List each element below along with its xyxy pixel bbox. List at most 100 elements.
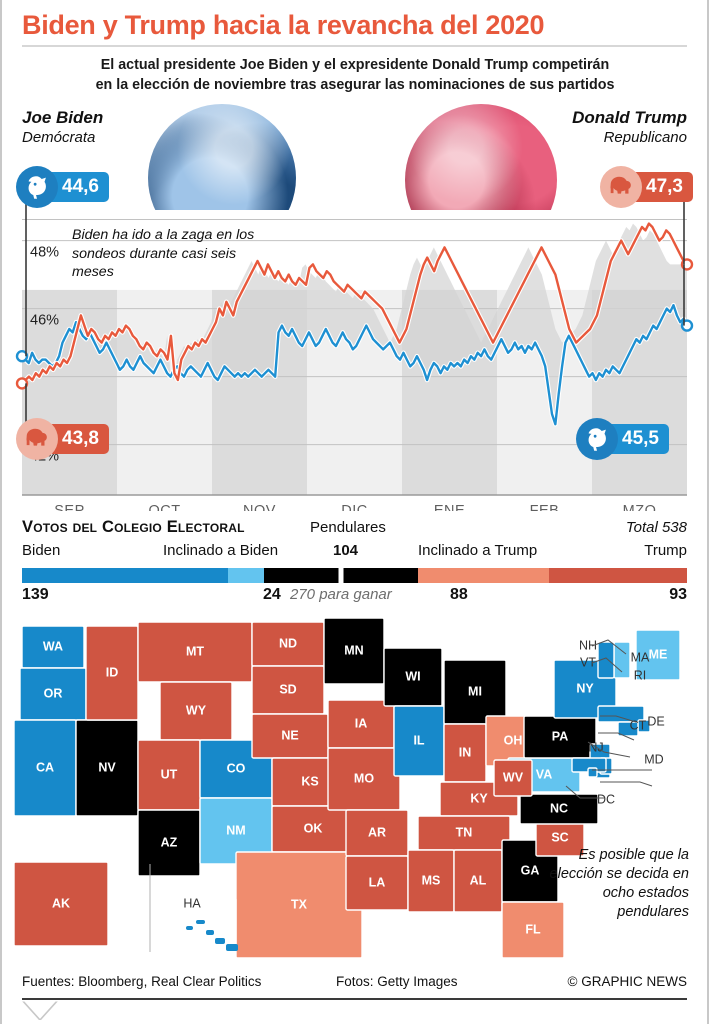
subtitle-line-1: El actual presidente Joe Biden y el expr… <box>100 57 610 73</box>
map-state-label-pa: PA <box>552 729 568 743</box>
svg-text:48%: 48% <box>30 245 59 261</box>
candidate-biden: Joe Biden Demócrata <box>22 108 103 147</box>
trump-start-value-badge: 43,8 <box>16 418 109 460</box>
footer-copyright: © GRAPHIC NEWS <box>567 974 687 989</box>
map-state-label-mi: MI <box>468 684 482 698</box>
electoral-college-title: Votos del Colegio Electoral <box>22 518 245 536</box>
map-state-label-wy: WY <box>186 703 207 717</box>
votes-to-win-note: 270 para ganar <box>290 586 392 603</box>
biden-start-value-badge: 44,6 <box>16 166 109 208</box>
map-state-label-al: AL <box>470 873 487 887</box>
map-leader-lines <box>565 639 653 799</box>
map-state-wv[interactable] <box>493 759 533 797</box>
map-hawaii-island <box>206 930 214 935</box>
electoral-vote-bar <box>22 568 687 583</box>
map-state-callout-vt: VT <box>580 655 596 669</box>
svg-text:SEP: SEP <box>54 503 85 511</box>
map-state-callout-de: DE <box>647 714 664 728</box>
svg-text:46%: 46% <box>30 313 59 329</box>
svg-text:DIC: DIC <box>341 503 367 511</box>
donkey-icon <box>16 166 58 208</box>
map-state-label-tn: TN <box>456 825 473 839</box>
candidate-trump-party: Republicano <box>603 129 687 146</box>
map-state-ha[interactable] <box>175 897 237 947</box>
footer: Fuentes: Bloomberg, Real Clear Politics … <box>0 968 709 1008</box>
header-divider <box>22 45 687 47</box>
elephant-icon <box>16 418 58 460</box>
trump-column-label: Trump <box>644 542 687 559</box>
footer-divider <box>22 998 687 1000</box>
svg-text:OCT: OCT <box>148 503 180 511</box>
map-state-label-ne: NE <box>281 728 298 742</box>
biden-electoral-value: 139 <box>22 586 49 603</box>
map-state-label-sd: SD <box>279 682 296 696</box>
map-state-label-ms: MS <box>422 873 441 887</box>
map-state-callout-ha: HA <box>183 896 201 910</box>
map-state-label-ok: OK <box>304 821 323 835</box>
elephant-icon <box>600 166 642 208</box>
map-state-label-tx: TX <box>291 897 308 911</box>
donkey-icon <box>576 418 618 460</box>
svg-text:MZO: MZO <box>623 503 657 511</box>
map-state-label-nm: NM <box>226 823 245 837</box>
map-state-label-id: ID <box>106 665 119 679</box>
biden-end-value: 45,5 <box>622 428 659 449</box>
candidate-trump: Donald Trump Republicano <box>572 108 687 147</box>
map-state-vt[interactable] <box>597 641 615 679</box>
swing-states-value: 104 <box>333 542 359 559</box>
map-state-label-ga: GA <box>521 863 540 877</box>
map-state-label-wi: WI <box>405 669 420 683</box>
total-electoral-votes-label: Total 538 <box>625 519 687 536</box>
map-state-nh[interactable] <box>613 641 631 679</box>
map-state-label-mo: MO <box>354 771 374 785</box>
map-hawaii-island <box>196 920 205 924</box>
trump-start-value: 43,8 <box>62 428 99 449</box>
map-state-label-nd: ND <box>279 636 297 650</box>
lean-biden-electoral-value: 24 <box>263 586 281 603</box>
biden-column-label: Biden <box>22 542 61 559</box>
svg-text:ENE: ENE <box>434 503 465 511</box>
map-state-nc[interactable] <box>519 793 599 825</box>
trump-electoral-value: 93 <box>669 586 687 603</box>
map-state-fl[interactable] <box>501 901 565 959</box>
candidate-biden-name: Joe Biden <box>22 108 104 127</box>
map-hawaii-island <box>215 938 225 944</box>
map-state-dc[interactable] <box>587 767 598 778</box>
map-state-ct[interactable] <box>617 721 639 737</box>
map-state-label-wv: WV <box>503 770 524 784</box>
map-state-label-fl: FL <box>525 922 541 936</box>
bar-segment-biden <box>22 568 229 583</box>
map-state-callout-ma: MA <box>631 650 650 664</box>
page-title: Biden y Trump hacia la revancha del 2020 <box>22 10 545 40</box>
map-hawaii-island <box>186 926 193 930</box>
map-state-label-ny: NY <box>576 681 594 695</box>
biden-end-value-badge: 45,5 <box>576 418 669 460</box>
map-state-label-ak: AK <box>52 896 70 910</box>
map-state-label-il: IL <box>413 733 424 747</box>
map-state-label-nc: NC <box>550 801 568 815</box>
map-state-label-in: IN <box>459 745 472 759</box>
map-hawaii-island <box>226 944 238 951</box>
map-state-label-ca: CA <box>36 760 54 774</box>
map-state-label-ks: KS <box>301 774 318 788</box>
map-state-ak[interactable] <box>13 861 109 947</box>
lean-trump-column-label: Inclinado a Trump <box>418 542 538 559</box>
swing-states-note: Es posible que la elección se decida en … <box>549 847 689 920</box>
map-state-label-sc: SC <box>551 830 568 844</box>
map-state-label-va: VA <box>536 767 552 781</box>
subtitle-line-2: en la elección de noviembre tras asegura… <box>95 77 615 93</box>
callout-tail <box>22 1000 58 1020</box>
map-state-label-me: ME <box>649 647 668 661</box>
footer-photos: Fotos: Getty Images <box>336 974 458 989</box>
lean-biden-column-label: Inclinado a Biden <box>163 542 279 559</box>
map-state-label-ky: KY <box>470 791 488 805</box>
chart-annotation-biden: Biden ha ido a la zaga en los sondeos du… <box>72 227 255 280</box>
bar-segment-lean-trump <box>418 568 549 583</box>
map-state-callout-dc: DC <box>597 792 615 806</box>
footer-sources: Fuentes: Bloomberg, Real Clear Politics <box>22 974 262 989</box>
map-state-me[interactable] <box>635 629 681 681</box>
map-state-label-mt: MT <box>186 644 204 658</box>
map-state-label-mn: MN <box>344 643 363 657</box>
